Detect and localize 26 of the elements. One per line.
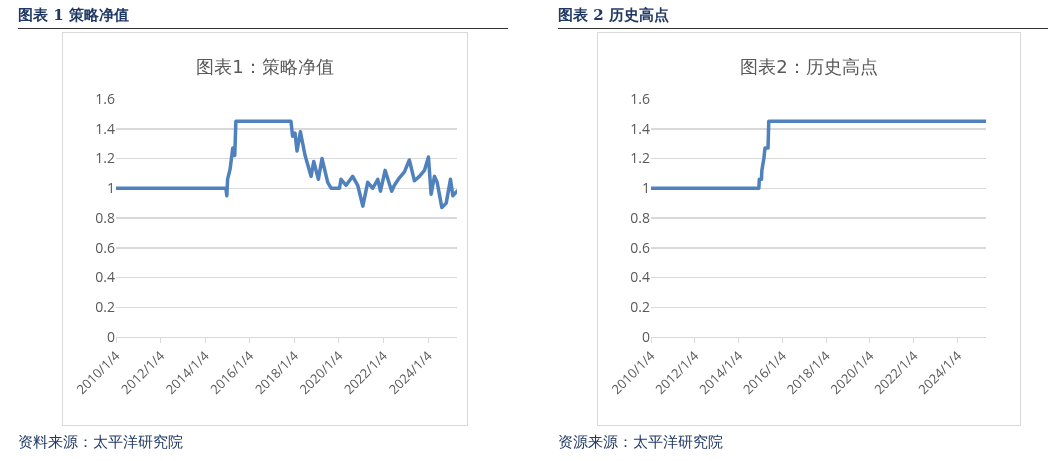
y-tick-label: 0.8 xyxy=(630,207,650,227)
text: 资料来源：太平洋研究院 xyxy=(18,433,183,452)
y-tick-label: 1.2 xyxy=(95,148,115,168)
line-series xyxy=(116,119,457,210)
y-tick-label: 1.4 xyxy=(630,118,650,138)
y-tick-label: 0.2 xyxy=(630,297,650,317)
y-tick-label: 1 xyxy=(106,178,115,198)
y-tick-label: 0.2 xyxy=(95,297,115,317)
y-tick-label: 0.6 xyxy=(95,237,115,257)
chart-title: 图表1：策略净值 xyxy=(196,56,334,78)
chart-title: 图表2：历史高点 xyxy=(740,56,878,78)
y-tick-label: 0 xyxy=(106,326,115,346)
y-tick-label: 0.4 xyxy=(95,267,115,287)
y-tick-label: 1.4 xyxy=(95,118,115,138)
y-tick-label: 0 xyxy=(641,326,650,346)
line-series xyxy=(651,119,986,190)
y-tick-label: 1 xyxy=(641,178,650,198)
text: 图表 2 历史高点 xyxy=(558,4,1048,29)
text: 图表 1 策略净值 xyxy=(18,4,508,29)
y-tick-label: 0.4 xyxy=(630,267,650,287)
y-tick-label: 1.6 xyxy=(630,88,650,108)
y-tick-label: 0.6 xyxy=(630,237,650,257)
y-tick-label: 1.6 xyxy=(95,88,115,108)
y-tick-label: 0.8 xyxy=(95,207,115,227)
text: 资源来源：太平洋研究院 xyxy=(558,433,723,452)
y-tick-label: 1.2 xyxy=(630,148,650,168)
